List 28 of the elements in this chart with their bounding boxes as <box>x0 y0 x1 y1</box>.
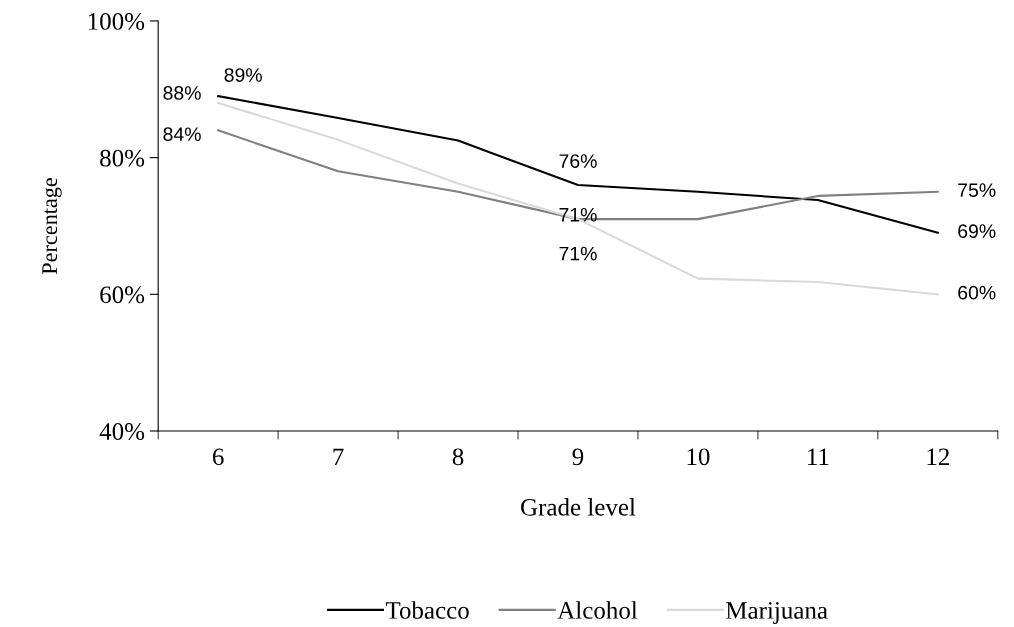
data-label: 69% <box>958 224 996 239</box>
x-tick-label: 8 <box>452 448 464 466</box>
y-tick-label: 100% <box>88 12 145 30</box>
y-axis-title: Percentage <box>42 178 62 275</box>
x-tick-label: 6 <box>212 448 224 466</box>
data-label: 76% <box>559 154 597 168</box>
data-label: 89% <box>224 68 262 82</box>
legend-label: Marijuana <box>726 602 828 624</box>
data-label: 71% <box>559 246 597 261</box>
data-label: 60% <box>958 285 996 300</box>
legend-label: Tobacco <box>385 601 469 619</box>
y-tick-label: 40% <box>99 423 145 440</box>
y-tick-label: 80% <box>100 149 145 167</box>
y-tick-label: 60% <box>100 286 145 304</box>
data-label: 71% <box>559 207 597 222</box>
x-axis-title: Grade level <box>521 498 636 516</box>
data-label: 84% <box>163 127 201 142</box>
x-tick-label: 10 <box>687 448 710 466</box>
legend-label: Alcohol <box>557 601 638 619</box>
x-tick-label: 11 <box>808 448 829 466</box>
line-series <box>217 129 939 221</box>
x-tick-label: 12 <box>927 448 949 466</box>
line-series <box>217 95 939 234</box>
data-label: 88% <box>163 86 201 100</box>
x-tick-label: 9 <box>572 448 584 466</box>
line-series <box>217 101 939 296</box>
data-label: 75% <box>958 183 996 198</box>
x-tick-label: 7 <box>333 448 344 466</box>
